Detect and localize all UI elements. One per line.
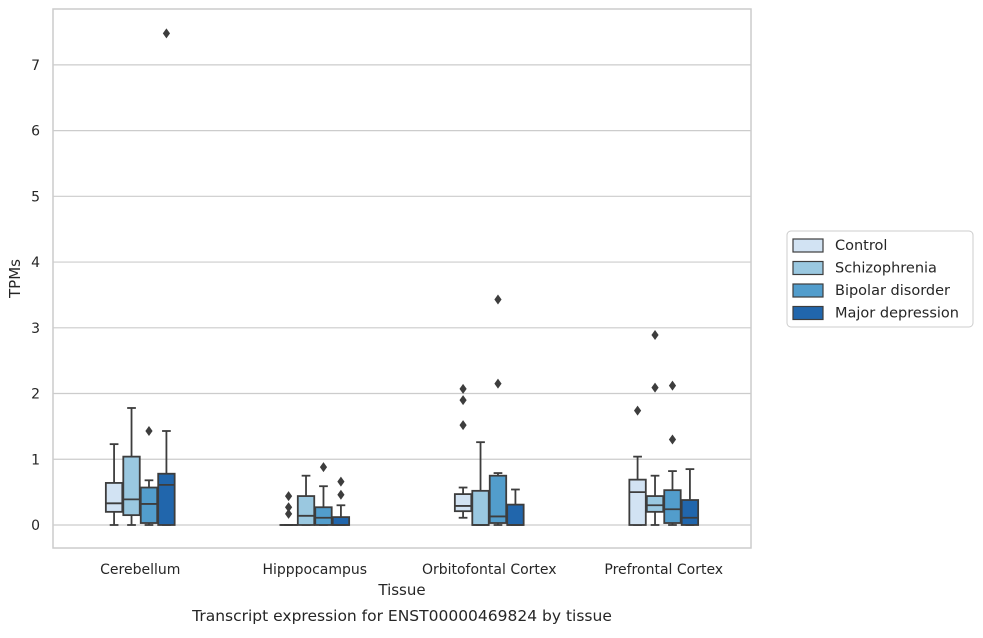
x-tick-label: Cerebellum: [100, 562, 180, 578]
y-tick-label: 4: [31, 255, 40, 271]
legend-entry: Control: [835, 238, 887, 254]
box-iqr: [647, 496, 663, 512]
y-tick-label: 6: [31, 124, 40, 140]
x-tick-labels: Cerebellum Hipppocampus Orbitofontal Corte…: [100, 562, 723, 578]
y-axis-label: TPMs: [6, 259, 24, 299]
box-iqr: [455, 494, 471, 511]
box-iqr: [141, 488, 157, 523]
box-iqr: [507, 505, 523, 525]
legend-entry: Major depression: [835, 306, 959, 322]
legend-swatch: [793, 239, 823, 252]
x-tick-label: Hipppocampus: [262, 562, 367, 578]
legend-swatch: [793, 262, 823, 275]
legend-swatch: [793, 284, 823, 297]
x-tick-label: Prefrontal Cortex: [604, 562, 723, 578]
box-iqr: [123, 457, 139, 516]
figure-caption: Transcript expression for ENST0000046982…: [191, 607, 612, 625]
y-tick-label: 7: [31, 58, 40, 74]
legend-swatch: [793, 307, 823, 320]
x-axis-label: Tissue: [377, 581, 425, 599]
box-iqr: [158, 474, 174, 525]
y-tick-label: 0: [31, 518, 40, 534]
box-iqr: [333, 517, 349, 525]
box-iqr: [106, 483, 122, 512]
y-tick-labels: 0 1 2 3 4 5 6 7: [31, 58, 40, 534]
plot-area: [53, 9, 751, 548]
y-tick-label: 1: [31, 452, 40, 468]
box-iqr: [298, 496, 314, 525]
box-iqr: [472, 491, 488, 525]
legend-entry: Schizophrenia: [835, 261, 937, 277]
x-tick-label: Orbitofontal Cortex: [422, 562, 557, 578]
box-iqr: [682, 500, 698, 525]
box-iqr: [315, 507, 331, 525]
y-tick-label: 2: [31, 387, 40, 403]
y-tick-label: 5: [31, 189, 40, 205]
y-tick-label: 3: [31, 321, 40, 337]
legend: Control Schizophrenia Bipolar disorder Majo…: [787, 231, 973, 327]
box-iqr: [629, 480, 645, 525]
box-iqr: [664, 490, 680, 523]
legend-entry: Bipolar disorder: [835, 283, 950, 299]
